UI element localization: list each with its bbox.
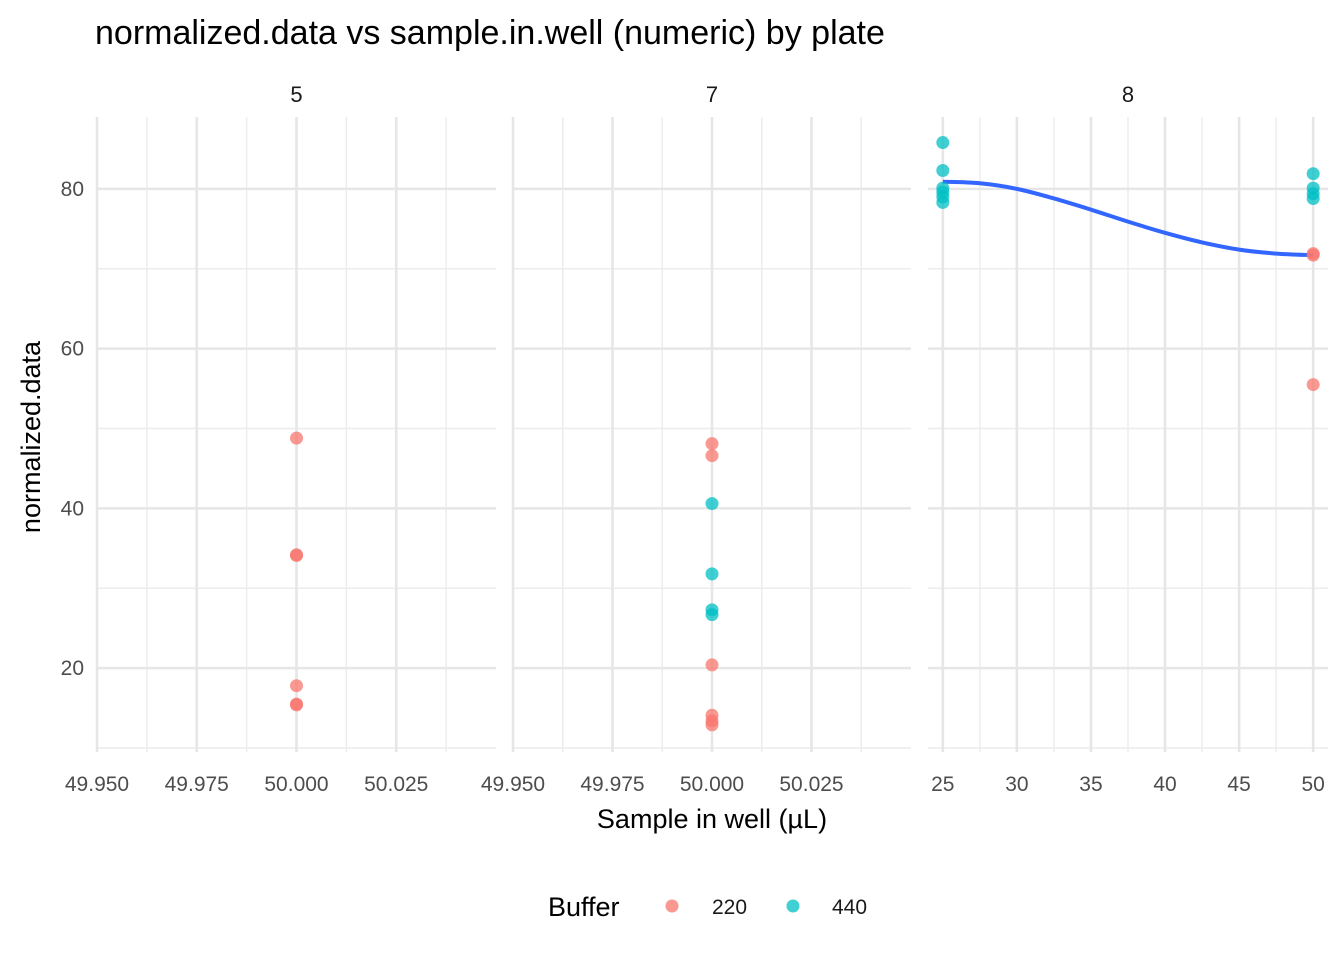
- data-point-buffer-440: [936, 195, 950, 209]
- x-tick-label: 40: [1153, 773, 1176, 796]
- legend-label-220: 220: [712, 896, 747, 919]
- x-tick-label: 50.000: [264, 773, 328, 796]
- data-point-buffer-440: [705, 497, 719, 511]
- facet-panel-5: 5 49.950 49.975 50.000 50.025 20 40 60 80: [61, 82, 496, 796]
- data-point-buffer-220: [290, 698, 303, 712]
- data-point-buffer-220: [705, 449, 719, 463]
- legend-key-440: [786, 899, 800, 913]
- chart-title: normalized.data vs sample.in.well (numer…: [95, 14, 885, 52]
- data-point-buffer-220: [705, 437, 719, 451]
- facet-panels: 5 49.950 49.975 50.000 50.025 20 40 60 80 7 49.950…: [61, 82, 1328, 796]
- data-point-buffer-220: [1306, 248, 1320, 262]
- smooth-line: [942, 179, 1314, 258]
- y-tick-label: 60: [61, 338, 84, 361]
- data-point-buffer-220: [290, 549, 303, 563]
- x-tick-label: 49.950: [481, 773, 545, 796]
- y-tick-label: 80: [61, 178, 84, 201]
- y-tick-label: 40: [61, 497, 84, 520]
- facet-panel-8: 8 25 30 35 40 45 50: [928, 82, 1328, 796]
- x-tick-label: 50.000: [680, 773, 744, 796]
- x-tick-label: 50: [1302, 773, 1325, 796]
- y-tick-label: 20: [61, 657, 84, 680]
- x-tick-label: 49.950: [65, 773, 129, 796]
- legend-label-440: 440: [832, 896, 867, 919]
- legend-title: Buffer: [548, 892, 620, 922]
- facet-strip-label: 7: [706, 82, 718, 107]
- x-tick-label: 50.025: [364, 773, 428, 796]
- x-tick-label: 49.975: [580, 773, 644, 796]
- x-tick-label: 25: [931, 773, 954, 796]
- x-axis-title: Sample in well (µL): [597, 804, 827, 834]
- data-point-buffer-220: [1306, 378, 1320, 392]
- data-point-buffer-440: [936, 164, 950, 178]
- x-tick-label: 30: [1005, 773, 1028, 796]
- facet-strip-label: 5: [290, 82, 302, 107]
- data-point-buffer-220: [705, 718, 719, 732]
- legend-key-220: [665, 899, 679, 913]
- data-point-buffer-220: [290, 679, 303, 693]
- legend: Buffer 220 440: [548, 892, 867, 922]
- y-axis-title: normalized.data: [16, 340, 46, 533]
- data-point-buffer-220: [290, 431, 303, 445]
- data-point-buffer-220: [705, 658, 719, 672]
- data-point-buffer-440: [705, 608, 719, 622]
- facet-panel-7: 7 49.950 49.975 50.000 50.025: [481, 82, 911, 796]
- facet-strip-label: 8: [1122, 82, 1134, 107]
- data-point-buffer-440: [705, 567, 719, 581]
- x-tick-label: 35: [1079, 773, 1102, 796]
- x-tick-label: 45: [1227, 773, 1250, 796]
- data-point-buffer-440: [1306, 167, 1320, 181]
- x-tick-label: 49.975: [165, 773, 229, 796]
- x-tick-label: 50.025: [779, 773, 843, 796]
- data-point-buffer-440: [1306, 191, 1320, 205]
- data-point-buffer-440: [936, 136, 950, 150]
